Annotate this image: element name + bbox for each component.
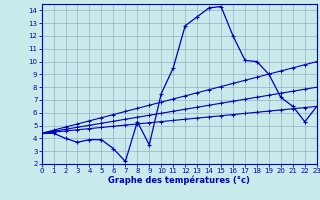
X-axis label: Graphe des températures (°c): Graphe des températures (°c) (108, 176, 250, 185)
